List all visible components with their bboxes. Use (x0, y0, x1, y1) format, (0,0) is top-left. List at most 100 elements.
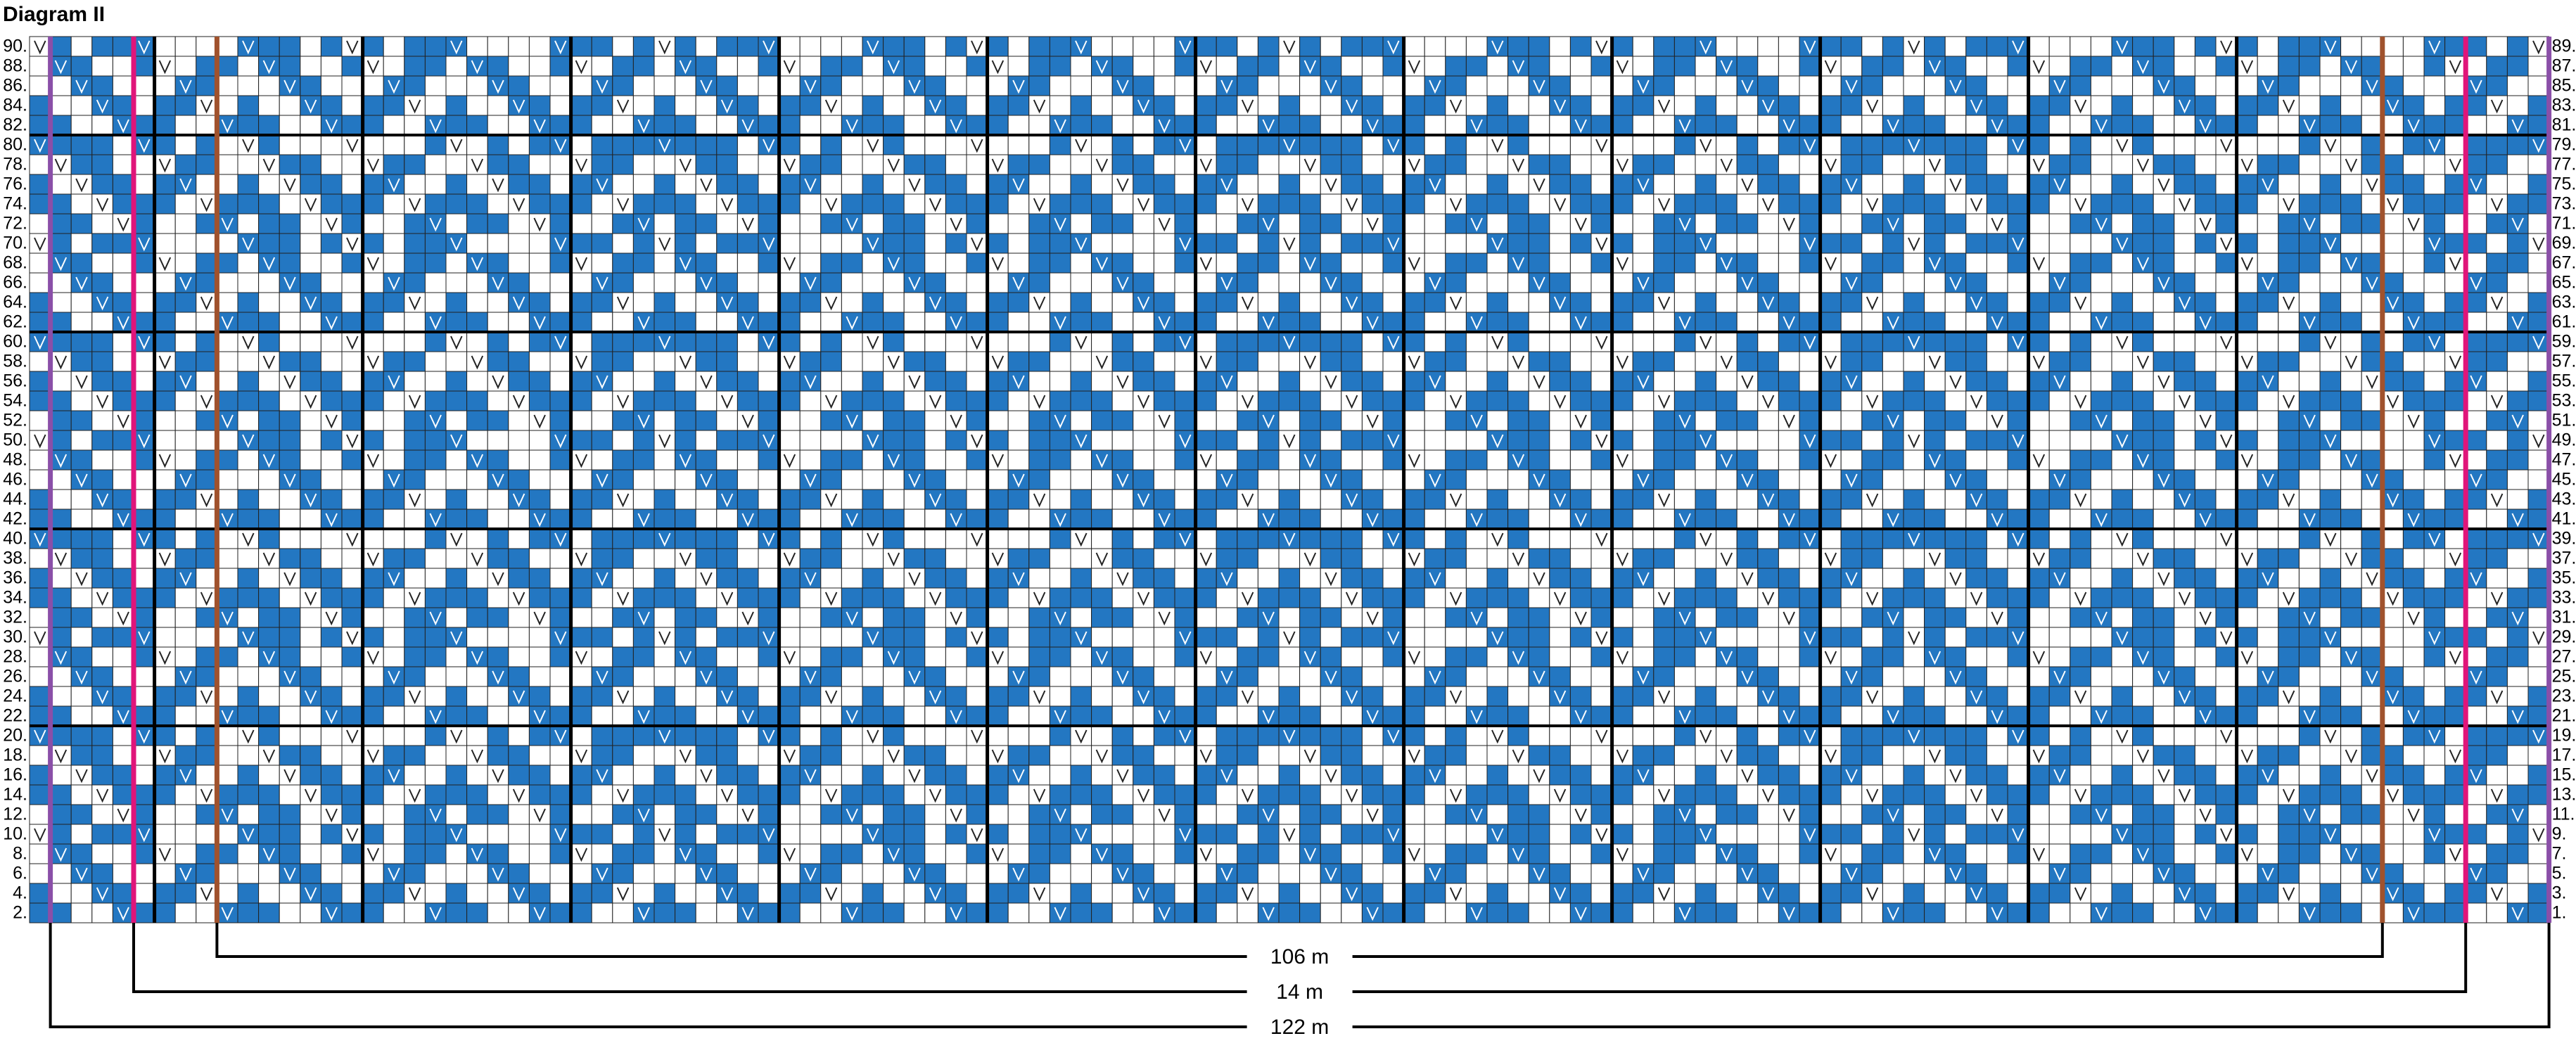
cell (1549, 312, 1571, 333)
cell (487, 509, 509, 530)
cell (1237, 410, 1258, 431)
cell (2174, 568, 2195, 589)
cell (1299, 627, 1321, 648)
cell (2423, 154, 2446, 175)
slip-stitch-symbol (700, 79, 713, 94)
cell (1320, 528, 1342, 549)
slip-stitch-symbol (450, 631, 463, 646)
cell (1049, 75, 1071, 96)
slip-stitch-symbol (2511, 217, 2524, 232)
cell (133, 705, 155, 727)
cell (2319, 686, 2342, 707)
slip-stitch-symbol (887, 651, 900, 665)
cell (1590, 56, 1613, 77)
cell (1965, 154, 1987, 175)
slip-stitch-symbol (867, 40, 879, 55)
cell (1111, 115, 1134, 136)
cell (2048, 154, 2071, 175)
slip-stitch-symbol (1449, 592, 1462, 606)
cell (91, 56, 113, 77)
cell (2382, 607, 2404, 628)
cell (2070, 410, 2091, 431)
cell (1299, 607, 1321, 628)
cell (716, 371, 738, 392)
slip-stitch-symbol (2220, 532, 2233, 547)
slip-stitch-symbol (763, 237, 775, 252)
slip-stitch-symbol (429, 119, 442, 134)
cell (279, 134, 301, 155)
cell (29, 390, 51, 411)
cell (2028, 134, 2050, 155)
cell (966, 292, 988, 313)
cell (1757, 371, 1779, 392)
cell (987, 115, 1009, 136)
cell (1903, 213, 1925, 234)
cell (1736, 95, 1759, 116)
cell (2319, 272, 2342, 293)
cell (1007, 312, 1030, 333)
cell (2257, 95, 2279, 116)
cell (1257, 75, 1280, 96)
cell (799, 56, 822, 77)
cell (112, 371, 134, 392)
slip-stitch-symbol (846, 710, 858, 724)
cell (841, 292, 863, 313)
cell (237, 351, 260, 372)
slip-stitch-symbol (1387, 631, 1400, 646)
cell (2174, 528, 2195, 549)
cell (320, 548, 343, 569)
cell (1612, 36, 1633, 57)
cell (1799, 95, 1821, 116)
cell (799, 312, 822, 333)
cell (320, 449, 343, 471)
slip-stitch-symbol (1741, 178, 1754, 193)
cell (1341, 627, 1363, 648)
cell (2194, 430, 2217, 451)
cell (1007, 509, 1030, 530)
cell (1924, 95, 1946, 116)
cell (300, 430, 321, 451)
cell (883, 410, 905, 431)
cell (1861, 410, 1883, 431)
cell (2194, 587, 2217, 608)
cell (237, 705, 260, 727)
cell (1924, 509, 1946, 530)
cell (1736, 548, 1759, 569)
cell (1965, 371, 1987, 392)
cell (1903, 410, 1925, 431)
cell (2506, 686, 2529, 707)
slip-stitch-symbol (512, 198, 525, 212)
cell (1341, 272, 1363, 293)
cell (1632, 154, 1654, 175)
slip-stitch-symbol (1928, 651, 1941, 665)
cell (404, 548, 426, 569)
cell (549, 272, 572, 293)
slip-stitch-symbol (783, 454, 796, 468)
cell (591, 193, 613, 215)
cell (945, 548, 967, 569)
cell (424, 75, 447, 96)
cell (1403, 666, 1425, 687)
cell (383, 252, 405, 274)
cell (2257, 331, 2279, 352)
cell (2382, 75, 2404, 96)
cell (50, 312, 72, 333)
slip-stitch-symbol (283, 375, 296, 390)
cell (1195, 509, 1217, 530)
cell (632, 686, 655, 707)
cell (1028, 351, 1050, 372)
slip-stitch-symbol (1845, 572, 1858, 587)
slip-stitch-symbol (2386, 690, 2399, 705)
slip-stitch-symbol (1116, 473, 1129, 488)
cell (924, 666, 946, 687)
cell (2070, 134, 2091, 155)
slip-stitch-symbol (325, 217, 338, 232)
cell (300, 646, 321, 667)
cell (2132, 292, 2154, 313)
slip-stitch-symbol (763, 335, 775, 350)
cell (1736, 233, 1759, 254)
cell (945, 390, 967, 411)
cell (50, 430, 72, 451)
cell (1111, 174, 1134, 195)
